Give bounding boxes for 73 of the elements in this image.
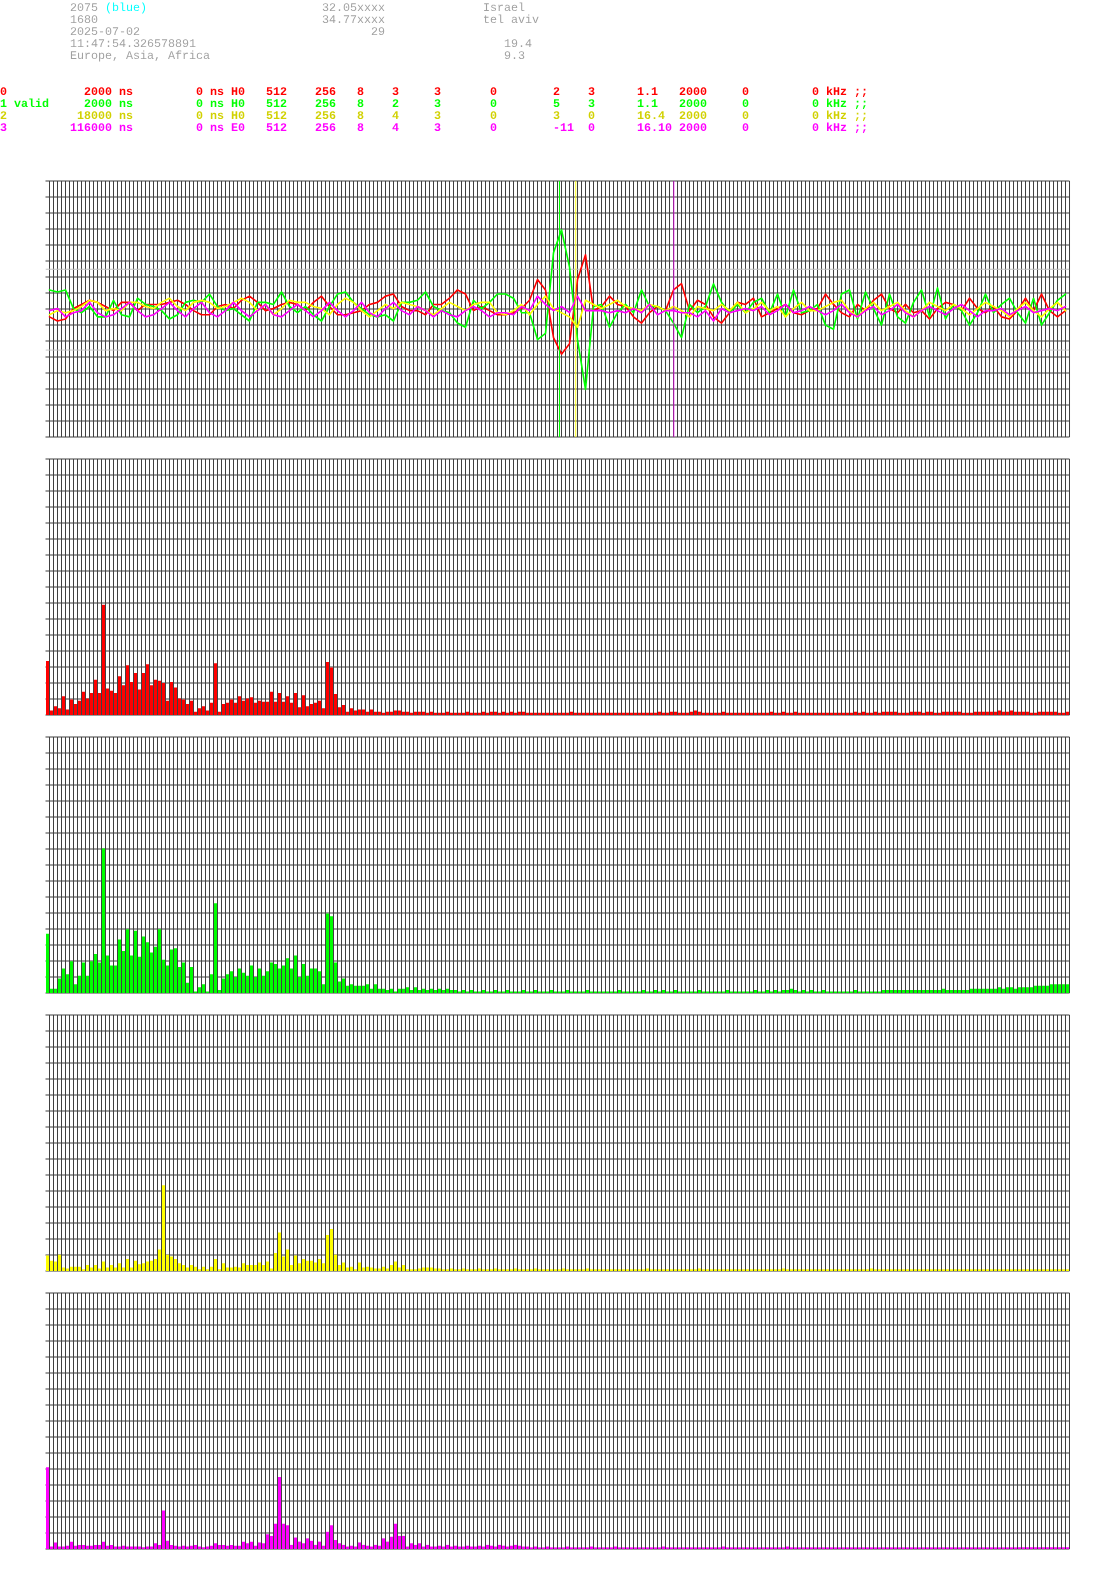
text: 0 [742, 87, 749, 96]
text: 3 [0, 123, 7, 132]
text: 29 [371, 27, 385, 36]
text: 512 [266, 87, 287, 96]
text: 0 [742, 123, 749, 132]
text: tel aviv [484, 14, 539, 24]
text: 4 [392, 123, 399, 131]
text: 3 [588, 87, 595, 96]
text: 0 [490, 111, 497, 120]
text: 4 [392, 111, 399, 119]
text: 2 [0, 111, 7, 119]
text: 0 [588, 123, 595, 132]
text: 3 [588, 99, 595, 108]
text: 0 [490, 123, 497, 132]
text: 8 [357, 99, 364, 108]
text: 1680 [70, 15, 98, 24]
text: 0 ns H0 [196, 99, 245, 108]
text: 3 [434, 123, 441, 132]
text: 256 [315, 123, 336, 132]
text: 0 [490, 87, 497, 96]
text: 0 kHz ;; [812, 110, 866, 122]
text: 0 ns H0 [196, 111, 245, 120]
text: 0 ns E0 [196, 123, 245, 132]
text: Europe, Asia, Africa [70, 50, 210, 62]
text: 2 [553, 87, 560, 95]
text: 0 [742, 111, 749, 120]
text: 512 [266, 99, 287, 108]
text: 8 [357, 111, 364, 120]
text: 2075 [70, 3, 98, 12]
text: 1.1 [637, 87, 658, 95]
text: 256 [315, 99, 336, 108]
text: 0 ns H0 [196, 87, 245, 96]
text: 3 [434, 87, 441, 96]
text: 8 [357, 123, 364, 132]
text: 512 [266, 123, 287, 132]
text: 2000 ns [84, 87, 133, 96]
text: 9.3 [504, 51, 525, 60]
text: 1.1 [637, 99, 658, 107]
text: 16.4 [637, 111, 665, 120]
text: 0 [0, 87, 7, 96]
text: 3 [434, 111, 441, 120]
text: 256 [315, 87, 336, 96]
text: -11 [554, 123, 574, 131]
text: 2000 [679, 123, 707, 132]
text: 34.77xxxx [322, 15, 385, 24]
text: 0 [490, 99, 497, 108]
text: 2000 [679, 111, 707, 120]
text: 5 [553, 99, 560, 108]
text: 8 [357, 87, 364, 96]
text: 2025-07-02 [70, 27, 140, 36]
text: 512 [266, 111, 287, 120]
text: 0 [742, 99, 749, 108]
text: 0 kHz ;; [812, 86, 866, 98]
text: 2000 ns [84, 99, 133, 108]
text: 32.05xxxx [322, 3, 385, 12]
text: 256 [315, 111, 336, 120]
text: 0 kHz ;; [812, 98, 866, 110]
text: 11:47:54.326578891 [70, 39, 196, 48]
text: 0 [588, 111, 595, 120]
text: 116000 ns [70, 123, 133, 132]
text: 2 [392, 99, 399, 107]
text: 2000 [679, 99, 707, 108]
text: 3 [553, 111, 560, 120]
text: 0 kHz ;; [812, 122, 866, 134]
text: Israel [484, 2, 525, 12]
text: 18000 ns [77, 111, 133, 120]
text: 3 [392, 87, 399, 96]
text: 16.10 [637, 123, 672, 132]
text: (blue) [106, 2, 146, 14]
text: 19.4 [504, 39, 532, 48]
text: 1 valid [0, 98, 49, 108]
text: 2000 [679, 87, 707, 96]
text: 3 [434, 99, 441, 108]
